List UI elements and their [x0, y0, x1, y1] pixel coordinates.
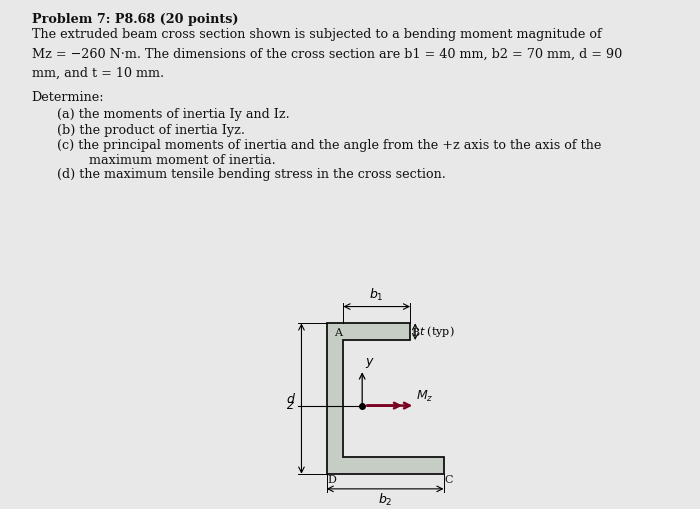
Text: $M_z$: $M_z$ — [416, 389, 433, 404]
Text: maximum moment of inertia.: maximum moment of inertia. — [57, 154, 276, 167]
Text: $d$: $d$ — [286, 391, 297, 406]
Text: The extruded beam cross section shown is subjected to a bending moment magnitude: The extruded beam cross section shown is… — [32, 28, 601, 41]
Text: $y$: $y$ — [365, 356, 374, 371]
Text: Problem 7: P8.68 (20 points): Problem 7: P8.68 (20 points) — [32, 13, 238, 26]
Text: (c) the principal moments of inertia and the angle from the +z axis to the axis : (c) the principal moments of inertia and… — [57, 139, 602, 152]
Text: $t$ (typ): $t$ (typ) — [419, 324, 454, 339]
Text: mm, and t = 10 mm.: mm, and t = 10 mm. — [32, 67, 164, 80]
Text: $b_1$: $b_1$ — [370, 287, 384, 303]
Text: (a) the moments of inertia Iy and Iz.: (a) the moments of inertia Iy and Iz. — [57, 108, 290, 122]
Text: Determine:: Determine: — [32, 91, 104, 104]
Text: B: B — [412, 328, 420, 338]
Text: (b) the product of inertia Iyz.: (b) the product of inertia Iyz. — [57, 124, 246, 137]
Text: (d) the maximum tensile bending stress in the cross section.: (d) the maximum tensile bending stress i… — [57, 168, 447, 181]
Text: C: C — [444, 475, 453, 486]
Text: A: A — [334, 328, 342, 338]
Text: D: D — [328, 475, 336, 486]
Polygon shape — [327, 323, 444, 474]
Text: Mz = −260 N·m. The dimensions of the cross section are b1 = 40 mm, b2 = 70 mm, d: Mz = −260 N·m. The dimensions of the cro… — [32, 47, 622, 61]
Text: $z$: $z$ — [286, 399, 295, 412]
Text: $b_2$: $b_2$ — [378, 492, 393, 508]
